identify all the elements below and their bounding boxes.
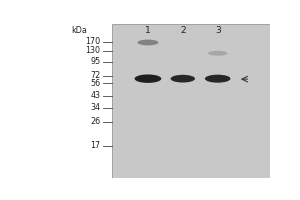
Ellipse shape xyxy=(208,51,228,56)
Ellipse shape xyxy=(137,40,158,45)
Text: 3: 3 xyxy=(215,26,220,35)
Text: 26: 26 xyxy=(90,117,100,126)
Text: 130: 130 xyxy=(85,46,100,55)
Text: kDa: kDa xyxy=(71,26,87,35)
Text: 17: 17 xyxy=(90,141,100,150)
Text: 1: 1 xyxy=(145,26,151,35)
Bar xyxy=(112,24,270,178)
Text: 95: 95 xyxy=(90,57,100,66)
Ellipse shape xyxy=(135,74,161,83)
Text: 170: 170 xyxy=(85,37,100,46)
Text: 56: 56 xyxy=(90,79,100,88)
Ellipse shape xyxy=(171,75,195,83)
Text: 72: 72 xyxy=(90,71,100,80)
Ellipse shape xyxy=(205,75,230,83)
Text: 34: 34 xyxy=(90,103,100,112)
Text: 2: 2 xyxy=(180,26,186,35)
Text: 43: 43 xyxy=(90,91,100,100)
